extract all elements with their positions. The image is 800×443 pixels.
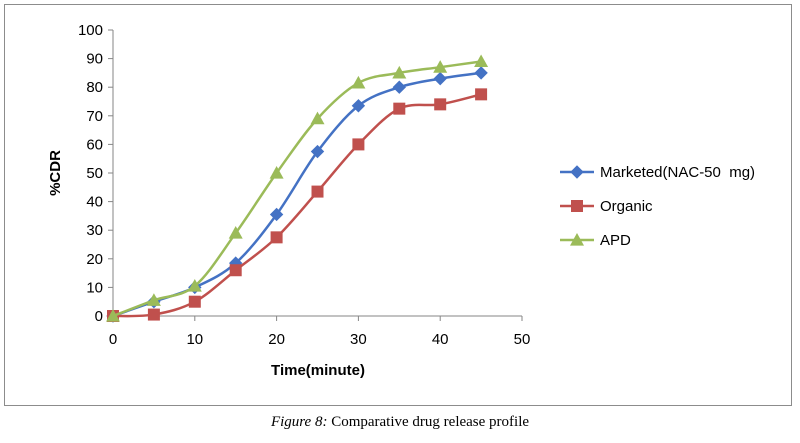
y-tick-label: 100	[78, 22, 103, 39]
y-tick-label: 20	[86, 251, 103, 268]
data-point	[433, 71, 447, 86]
data-point	[228, 226, 243, 239]
legend-item: Marketed(NAC-50 mg)	[560, 164, 755, 181]
legend-marker	[570, 165, 584, 179]
x-tick-label: 20	[268, 331, 285, 348]
series-triangle	[106, 54, 489, 322]
y-tick-label: 80	[86, 79, 103, 96]
data-point	[188, 295, 201, 308]
y-tick-label: 30	[86, 222, 103, 239]
data-point	[106, 309, 120, 322]
data-point	[310, 144, 325, 159]
y-tick-label: 10	[86, 279, 103, 296]
data-point	[474, 54, 489, 68]
data-point	[434, 98, 447, 111]
legend: Marketed(NAC-50 mg) Organic APD	[560, 164, 755, 249]
data-point	[310, 111, 325, 125]
x-tick-label: 10	[186, 331, 203, 348]
legend-label: Organic	[600, 198, 653, 215]
legend-item: Organic	[560, 198, 653, 215]
x-tick-label: 0	[109, 331, 117, 348]
data-point	[187, 278, 202, 292]
caption-text: Comparative drug release profile	[327, 414, 530, 430]
series-square	[107, 88, 488, 322]
y-tick-label: 70	[86, 108, 103, 125]
data-point	[392, 65, 407, 79]
x-tick-label: 30	[350, 331, 367, 348]
x-tick-label: 40	[432, 331, 449, 348]
legend-marker	[570, 233, 584, 246]
x-axis-title: Time(minute)	[271, 362, 365, 379]
y-tick-label: 0	[95, 308, 103, 325]
figure-caption: Figure 8: Comparative drug release profi…	[0, 414, 800, 431]
data-point	[475, 88, 488, 101]
data-point	[393, 102, 406, 115]
data-point	[146, 293, 161, 306]
data-point	[351, 99, 366, 113]
data-point	[229, 264, 242, 277]
series-line	[112, 71, 482, 318]
legend-marker	[571, 200, 583, 212]
data-point	[147, 308, 160, 321]
axes: 0 10 20 30 40 50 60 70 80 90 100 0 10 20 30 40 50	[78, 22, 530, 348]
data-point	[270, 231, 283, 244]
data-point	[392, 80, 407, 94]
data-point	[269, 166, 284, 179]
data-point	[433, 60, 448, 73]
y-tick-label: 90	[86, 51, 103, 68]
legend-label: Marketed(NAC-50 mg)	[600, 164, 755, 181]
data-point	[311, 185, 324, 198]
series-line	[112, 60, 482, 318]
series-line	[112, 93, 482, 318]
y-axis-title: %CDR	[47, 150, 64, 196]
legend-item: APD	[560, 232, 631, 249]
figure-label: Figure 8:	[270, 414, 328, 430]
series-layer	[106, 54, 489, 323]
data-point	[269, 207, 284, 222]
y-tick-label: 40	[86, 194, 103, 211]
y-tick-label: 50	[86, 165, 103, 182]
x-tick-label: 50	[514, 331, 531, 348]
data-point	[351, 75, 366, 89]
line-chart: 0 10 20 30 40 50 60 70 80 90 100 0 10 20 30 40 50 Market…	[47, 22, 755, 379]
legend-label: APD	[600, 232, 631, 249]
data-point	[352, 138, 365, 151]
data-point	[474, 66, 488, 80]
y-tick-label: 60	[86, 136, 103, 153]
